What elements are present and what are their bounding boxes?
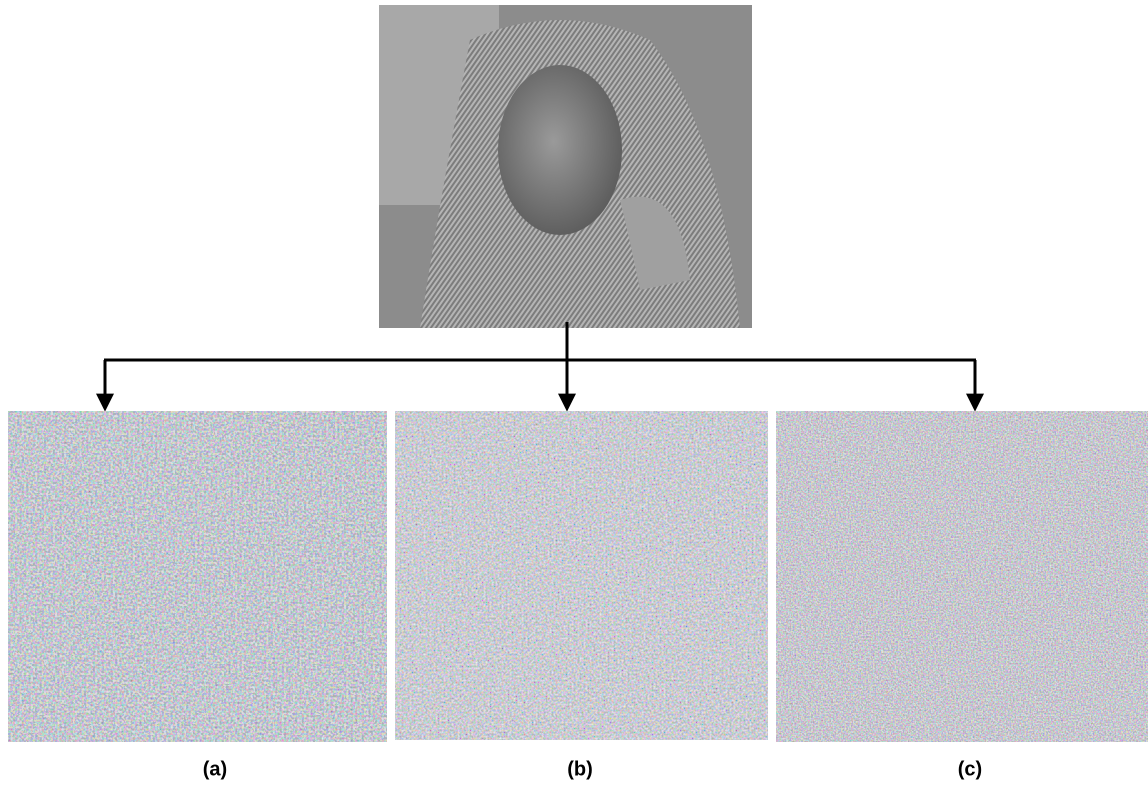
photo-face bbox=[498, 65, 622, 235]
connectors bbox=[104, 322, 976, 408]
panel-label: (b) bbox=[567, 758, 593, 780]
encrypted-image bbox=[776, 411, 1148, 742]
encrypted-image bbox=[8, 411, 387, 742]
source-image bbox=[379, 5, 752, 328]
panel-label: (c) bbox=[958, 758, 982, 780]
page: (a) (b) (c) (() => { const data = JSON.p… bbox=[0, 0, 1148, 804]
panel-label: (a) bbox=[203, 758, 227, 780]
diagram: (a) (b) (c) bbox=[0, 0, 1148, 804]
encrypted-image bbox=[395, 411, 768, 740]
